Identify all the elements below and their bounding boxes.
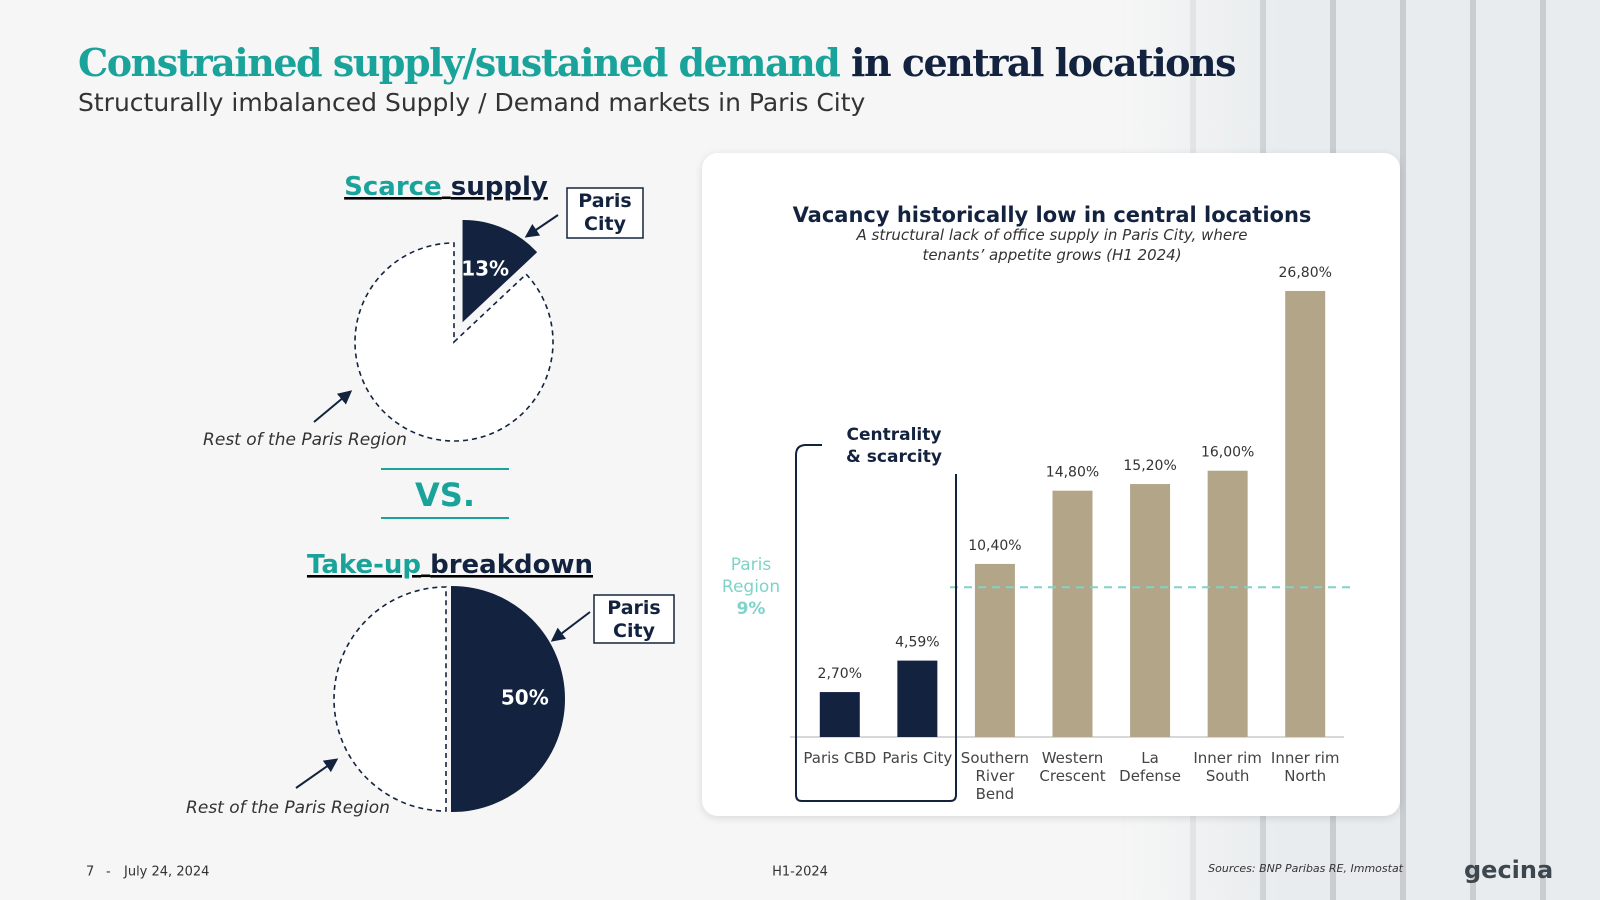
rest-label: Rest of the Paris Region: [186, 798, 390, 818]
value-label: 2,70%: [818, 666, 862, 682]
text-line: Region: [722, 577, 780, 597]
annotation: Centrality & scarcity: [846, 425, 942, 467]
slide-subtitle: Structurally imbalanced Supply / Demand …: [78, 88, 866, 117]
title-part: breakdown: [430, 550, 593, 580]
bar: [974, 563, 1015, 737]
x-tick-label: Inner rim North: [1271, 749, 1340, 785]
rest-label: Rest of the Paris Region: [203, 430, 407, 450]
callout-arrow: [524, 214, 559, 238]
rest-arrow: [313, 390, 353, 423]
slice-label: 13%: [461, 257, 509, 281]
title-part: Scarce: [344, 172, 442, 202]
text-line: City: [584, 213, 627, 235]
logo: gecina: [1464, 856, 1553, 884]
text-line: Crescent: [1039, 767, 1105, 785]
slice-label: 50%: [501, 686, 549, 710]
bar: [1130, 484, 1171, 737]
value-label: 4,59%: [895, 635, 939, 651]
value-label: 26,80%: [1279, 265, 1332, 281]
callout-box: [566, 187, 644, 239]
value-label: 14,80%: [1046, 465, 1099, 481]
pie-title: Take-up breakdown: [307, 550, 593, 580]
footer-separator: -: [106, 865, 111, 880]
x-tick-label: Inner rim South: [1193, 749, 1262, 785]
page-number: 7: [86, 865, 94, 880]
reference-label: Paris Region: [722, 555, 780, 597]
text-line: Bend: [976, 785, 1015, 803]
x-tick-label: Paris City: [882, 749, 952, 767]
x-tick-label: La Defense: [1119, 749, 1181, 785]
title-part: Take-up: [307, 550, 421, 580]
pie-slice: [462, 219, 538, 323]
callout-label: Paris City: [607, 597, 660, 642]
value-label: 16,00%: [1201, 445, 1254, 461]
title-highlight: Constrained supply/sustained demand: [78, 40, 840, 85]
pie-slice: [333, 586, 447, 812]
x-tick-label: Paris CBD: [803, 749, 876, 767]
versus: VS.: [415, 476, 475, 514]
bar: [897, 660, 938, 737]
bar: [1052, 490, 1093, 737]
rest-arrow: [295, 758, 339, 789]
slide-title: Constrained supply/sustained demand in c…: [78, 40, 1235, 85]
text-line: South: [1206, 767, 1250, 785]
title-rest: in central locations: [851, 40, 1235, 85]
callout-label: Paris City: [578, 190, 631, 235]
footer-sources: Sources: BNP Paribas RE, Immostat: [1208, 862, 1404, 875]
pie-slice: [451, 585, 565, 813]
text-line: City: [613, 620, 656, 642]
footer-date: July 24, 2024: [123, 865, 209, 880]
value-label: 10,40%: [968, 538, 1021, 554]
footer-period: H1-2024: [772, 865, 828, 880]
text-line: River: [975, 767, 1015, 785]
bracket: [795, 444, 957, 802]
callout-arrow: [550, 611, 591, 642]
bar: [1285, 290, 1326, 737]
text-line: Defense: [1119, 767, 1181, 785]
value-label: 15,20%: [1123, 458, 1176, 474]
text-line: tenants’ appetite grows (H1 2024): [922, 246, 1181, 264]
pie-slice: [354, 242, 554, 442]
x-tick-label: Southern River Bend: [961, 749, 1029, 803]
text-line: North: [1284, 767, 1326, 785]
reference-value: 9%: [737, 599, 766, 619]
title-part: supply: [451, 172, 548, 202]
text-line: & scarcity: [846, 447, 942, 467]
callout-box: [593, 594, 675, 644]
bar: [819, 692, 860, 737]
x-tick-label: Western Crescent: [1039, 749, 1105, 785]
pie-title: Scarce supply: [344, 172, 548, 202]
bar: [1207, 470, 1248, 737]
chart-subtitle: A structural lack of office supply in Pa…: [856, 226, 1248, 264]
chart-title: Vacancy historically low in central loca…: [793, 203, 1312, 227]
